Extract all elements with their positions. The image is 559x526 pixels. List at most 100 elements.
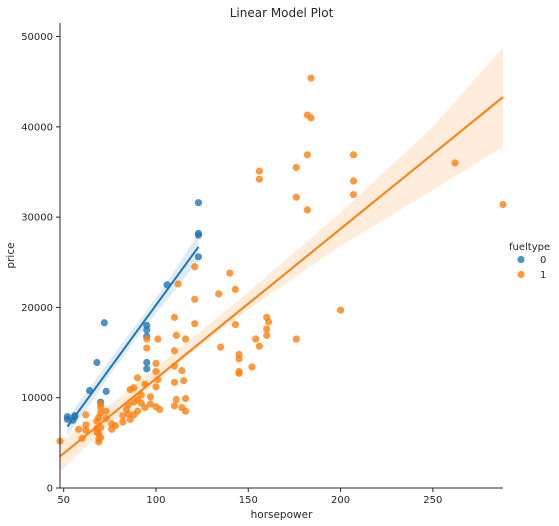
data-point-0 — [194, 253, 203, 261]
data-point-1 — [82, 421, 90, 429]
data-point-0 — [194, 199, 203, 207]
data-point-1 — [172, 395, 180, 404]
data-point-1 — [154, 335, 162, 343]
data-point-0 — [100, 319, 108, 327]
data-point-1 — [172, 331, 180, 340]
y-tick-label: 40000 — [21, 122, 53, 133]
data-point-1 — [97, 433, 105, 442]
data-point-1 — [252, 335, 260, 343]
data-point-1 — [97, 409, 105, 417]
axes: 50 100 150 200 250 0 10000 20000 30000 40000 50000 — [21, 23, 503, 506]
data-point-1 — [170, 347, 179, 355]
data-point-1 — [152, 383, 160, 391]
data-point-1 — [111, 422, 119, 430]
y-tick-label: 20000 — [21, 303, 53, 314]
data-point-1 — [102, 407, 110, 415]
y-tick-label: 50000 — [21, 32, 53, 43]
data-point-1 — [133, 407, 142, 415]
regression-line-1 — [59, 96, 504, 458]
data-point-1 — [226, 269, 234, 277]
data-point-1 — [248, 363, 256, 371]
data-point-0 — [63, 415, 71, 423]
data-point-1 — [307, 114, 315, 122]
y-axis-label: price — [5, 242, 17, 268]
data-point-1 — [191, 295, 199, 303]
data-point-1 — [82, 411, 90, 419]
data-point-1 — [349, 151, 358, 159]
data-point-1 — [152, 367, 160, 376]
data-point-1 — [336, 306, 345, 314]
data-point-1 — [292, 163, 300, 172]
data-point-1 — [255, 167, 263, 175]
data-point-1 — [152, 359, 160, 367]
legend-label-0: 0 — [540, 255, 546, 266]
data-point-1 — [181, 335, 190, 343]
data-point-1 — [263, 325, 271, 333]
data-point-1 — [74, 425, 83, 433]
data-point-1 — [349, 190, 358, 199]
legend-marker-1 — [517, 270, 525, 279]
data-point-1 — [156, 405, 164, 414]
data-point-1 — [255, 175, 263, 183]
x-tick-label: 100 — [146, 495, 165, 506]
data-point-0 — [93, 358, 101, 367]
y-tick-label: 10000 — [21, 393, 53, 404]
x-axis-label: horsepower — [251, 509, 313, 521]
data-point-1 — [146, 400, 155, 408]
data-point-1 — [451, 159, 459, 167]
data-point-1 — [349, 177, 358, 185]
data-point-1 — [231, 320, 239, 329]
y-tick-label: 0 — [47, 484, 53, 495]
data-point-1 — [119, 412, 127, 420]
chart-title: Linear Model Plot — [230, 6, 334, 20]
data-point-1 — [82, 426, 90, 434]
data-point-1 — [292, 335, 300, 343]
data-point-1 — [235, 355, 243, 363]
data-point-1 — [181, 395, 190, 403]
data-point-0 — [102, 387, 110, 395]
legend-title: fueltype — [509, 242, 550, 253]
data-point-1 — [170, 313, 179, 321]
legend-label-1: 1 — [540, 270, 546, 281]
confidence-band-0 — [67, 233, 199, 436]
data-point-1 — [499, 200, 507, 209]
x-tick-label: 150 — [239, 495, 258, 506]
data-point-0 — [143, 321, 151, 330]
data-point-1 — [307, 74, 315, 82]
data-point-1 — [174, 280, 182, 288]
data-point-0 — [143, 365, 151, 373]
data-point-1 — [255, 342, 263, 350]
data-point-1 — [215, 290, 223, 298]
data-point-1 — [264, 318, 273, 326]
data-point-1 — [170, 378, 179, 386]
data-point-1 — [231, 285, 239, 293]
data-point-1 — [143, 344, 151, 352]
data-point-1 — [180, 376, 188, 385]
data-point-0 — [143, 358, 151, 367]
x-tick-label: 250 — [423, 495, 442, 506]
data-point-1 — [143, 335, 151, 343]
data-point-1 — [216, 343, 225, 351]
data-point-1 — [181, 407, 190, 415]
scatter-points — [56, 74, 507, 446]
data-point-1 — [191, 263, 199, 271]
data-point-1 — [119, 418, 127, 426]
legend-marker-0 — [517, 255, 525, 264]
legend: fueltype 0 1 — [509, 242, 550, 281]
data-point-1 — [303, 151, 311, 159]
regression-line-0 — [66, 246, 200, 428]
data-point-1 — [191, 320, 199, 328]
data-point-1 — [146, 393, 155, 401]
data-point-1 — [133, 374, 142, 382]
data-point-1 — [292, 193, 300, 201]
x-tick-label: 200 — [331, 495, 350, 506]
data-point-0 — [194, 229, 203, 237]
data-point-1 — [130, 384, 138, 392]
data-point-1 — [124, 410, 132, 418]
data-point-1 — [97, 400, 105, 408]
data-point-1 — [263, 331, 271, 340]
x-tick-label: 50 — [57, 495, 70, 506]
data-point-1 — [178, 367, 186, 375]
data-point-1 — [170, 402, 179, 410]
